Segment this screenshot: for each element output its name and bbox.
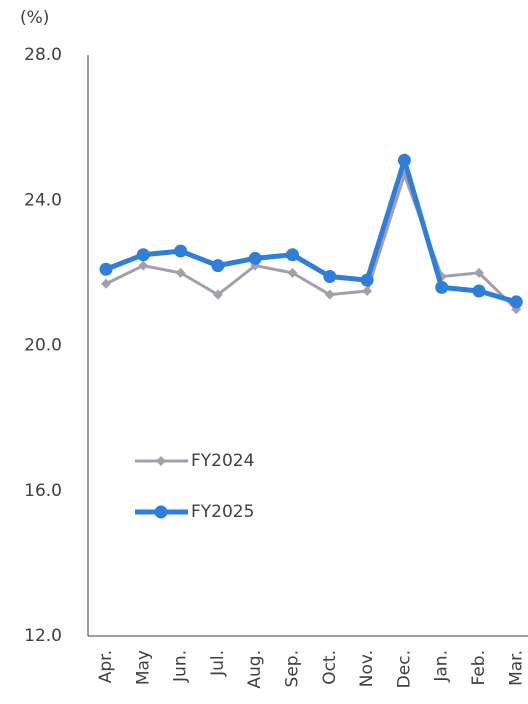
data-point <box>175 267 186 278</box>
legend-label: FY2024 <box>191 451 254 471</box>
y-tick-label: 24.0 <box>24 190 62 210</box>
data-point <box>136 248 150 262</box>
y-tick-label: 12.0 <box>24 626 62 646</box>
x-tick-label: Aug. <box>245 650 265 689</box>
x-tick-label: Jul. <box>208 650 228 677</box>
x-tick-label: Oct. <box>320 650 340 685</box>
data-point <box>286 248 299 262</box>
data-point <box>324 289 335 300</box>
y-tick-label: 20.0 <box>24 336 62 356</box>
x-tick-label: Sep. <box>283 650 303 687</box>
data-point <box>362 286 373 297</box>
data-point <box>360 273 374 287</box>
x-tick-label: Mar. <box>506 650 526 686</box>
x-tick-label: Jan. <box>432 650 452 683</box>
data-point <box>474 267 484 278</box>
x-tick-label: Jun. <box>171 650 191 683</box>
data-point <box>472 284 486 298</box>
x-tick-label: Dec. <box>394 650 414 688</box>
data-point <box>323 270 337 284</box>
data-point <box>509 295 523 309</box>
data-point <box>212 289 223 300</box>
unit-label: (%) <box>20 8 49 28</box>
data-point <box>397 153 411 167</box>
data-point <box>248 251 262 265</box>
data-point <box>287 267 298 278</box>
y-tick-label: 28.0 <box>24 45 62 65</box>
legend-marker <box>156 456 166 466</box>
x-tick-label: Nov. <box>357 650 377 687</box>
x-tick-label: Apr. <box>96 650 116 683</box>
x-tick-label: May <box>133 650 153 685</box>
data-point <box>138 260 149 271</box>
x-tick-label: Feb. <box>469 650 489 686</box>
data-point <box>99 262 113 276</box>
data-point <box>435 280 449 294</box>
data-point <box>211 259 225 273</box>
series-line <box>105 173 518 311</box>
legend-marker <box>154 505 168 519</box>
series-line <box>105 157 518 305</box>
y-tick-label: 16.0 <box>24 481 62 501</box>
data-point <box>101 278 111 289</box>
data-point <box>174 244 188 258</box>
legend-label: FY2025 <box>191 502 254 522</box>
